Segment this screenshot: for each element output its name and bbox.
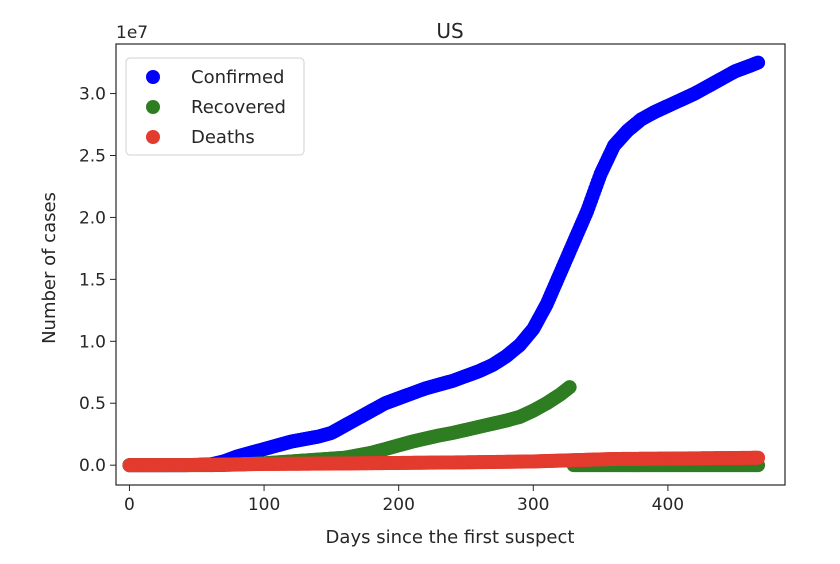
y-axis-label: Number of cases bbox=[39, 192, 60, 344]
legend-label-confirmed: Confirmed bbox=[191, 67, 284, 88]
legend-marker-deaths bbox=[146, 130, 160, 144]
data-point-deaths bbox=[751, 450, 766, 465]
y-axis-ticks: 0.0 0.5 1.0 1.5 2.0 2.5 3.0 bbox=[79, 85, 116, 476]
x-tick-label: 400 bbox=[652, 495, 684, 515]
y-tick-label: 3.0 bbox=[79, 85, 106, 105]
series-deaths bbox=[122, 450, 766, 473]
legend-label-recovered: Recovered bbox=[191, 97, 286, 118]
series-layer bbox=[122, 55, 766, 473]
x-tick-label: 0 bbox=[124, 495, 135, 515]
chart-title: US bbox=[436, 19, 463, 43]
y-tick-label: 2.0 bbox=[79, 208, 106, 228]
legend-box bbox=[125, 57, 305, 156]
legend-marker-confirmed bbox=[146, 70, 160, 84]
y-tick-label: 1.0 bbox=[79, 332, 106, 352]
x-tick-label: 100 bbox=[248, 495, 280, 515]
x-tick-label: 300 bbox=[517, 495, 549, 515]
y-tick-label: 1.5 bbox=[79, 270, 106, 290]
plot-frame bbox=[115, 43, 786, 486]
x-tick-label: 200 bbox=[382, 495, 414, 515]
y-tick-label: 2.5 bbox=[79, 146, 106, 166]
y-tick-label: 0.5 bbox=[79, 394, 106, 414]
x-axis-label: Days since the first suspect bbox=[326, 527, 575, 548]
data-point-confirmed bbox=[751, 55, 766, 70]
legend-marker-recovered bbox=[146, 100, 160, 114]
x-axis-ticks: 0 100 200 300 400 bbox=[124, 485, 684, 515]
y-tick-label: 0.0 bbox=[79, 456, 106, 476]
legend-label-deaths: Deaths bbox=[191, 127, 255, 148]
data-point-recovered bbox=[562, 380, 577, 395]
y-offset-label: 1e7 bbox=[116, 23, 148, 43]
legend: Confirmed Recovered Deaths bbox=[125, 57, 305, 156]
